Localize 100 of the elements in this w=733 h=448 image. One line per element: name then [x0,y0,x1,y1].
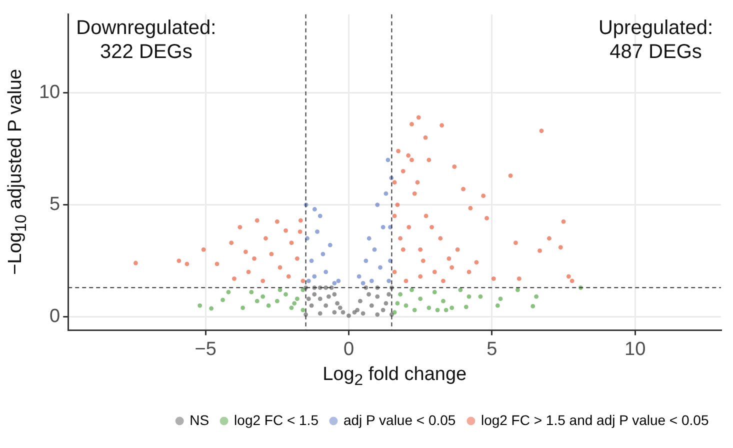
point [226,290,231,294]
x-tick-label: 5 [486,338,498,360]
point [386,292,392,297]
point [306,296,311,302]
point [395,301,400,306]
point [464,304,468,310]
point [380,308,386,312]
point [320,252,326,256]
legend-label: adj P value < 0.05 [343,412,456,428]
point [404,303,408,308]
point [358,298,362,304]
point [380,224,386,230]
point [432,290,437,294]
x-tick-label: 10 [624,338,646,360]
y-tick-label: 5 [50,194,60,216]
point [278,288,282,292]
point [300,308,306,312]
point [498,296,503,302]
legend-label: log2 FC > 1.5 and adj P value < 0.05 [480,412,709,428]
point [306,278,311,284]
point [478,294,483,299]
legend-label: log2 FC < 1.5 [234,412,319,428]
point [289,306,294,310]
point [335,301,340,306]
point [375,202,380,207]
point [332,292,337,297]
point [390,312,394,317]
point [426,306,432,310]
point [312,207,317,212]
point [366,292,371,297]
point [324,270,328,274]
point [384,191,388,196]
point [274,298,280,304]
point [515,288,520,292]
point [328,242,332,248]
point [266,303,271,308]
x-axis-title: Log$_{2}$ fold change [322,364,467,390]
x-tick-label: −5 [194,338,216,360]
point [318,311,322,316]
point [369,278,374,284]
point [332,280,337,286]
y-tick-label: 0 [50,306,60,327]
point [254,298,260,304]
point [336,278,341,284]
point [418,296,423,302]
point [386,158,390,162]
legend-label: NS [190,412,210,428]
annotation: Upregulated: 487 DEGs [598,16,714,63]
point [209,306,214,311]
point [384,301,388,306]
point [326,294,331,299]
point [355,308,360,312]
point [304,312,308,317]
point [466,294,472,299]
point [392,310,397,314]
point [324,285,328,290]
point [534,294,539,299]
y-tick-label: 10 [38,82,60,104]
point [240,306,246,310]
point [410,288,414,292]
point [444,308,448,312]
point [378,265,382,270]
point [412,308,417,312]
point [324,303,328,308]
point [340,310,346,314]
point [372,247,377,252]
point [318,296,322,302]
point [366,236,372,241]
point [441,298,446,304]
point [312,274,317,279]
annotation: Downregulated: 322 DEGs [76,16,216,63]
point [332,310,337,314]
point [360,280,366,286]
point [249,290,254,294]
point [346,313,351,318]
point [309,303,314,308]
point [309,258,314,263]
point [450,306,454,310]
point [398,292,402,297]
point [458,288,463,292]
point [312,292,317,297]
point [369,303,374,308]
point [386,278,392,284]
point [530,304,536,308]
point [338,306,342,310]
point [495,303,500,308]
point [292,301,297,306]
x-tick-label: 0 [343,338,354,360]
point [435,308,440,312]
point [360,311,366,316]
point [318,214,322,218]
point [198,303,202,308]
point [356,274,362,279]
point [220,298,225,302]
point [375,294,380,299]
point [260,294,266,299]
point [352,310,357,314]
point [315,229,320,234]
point [295,296,300,302]
point [375,312,380,317]
